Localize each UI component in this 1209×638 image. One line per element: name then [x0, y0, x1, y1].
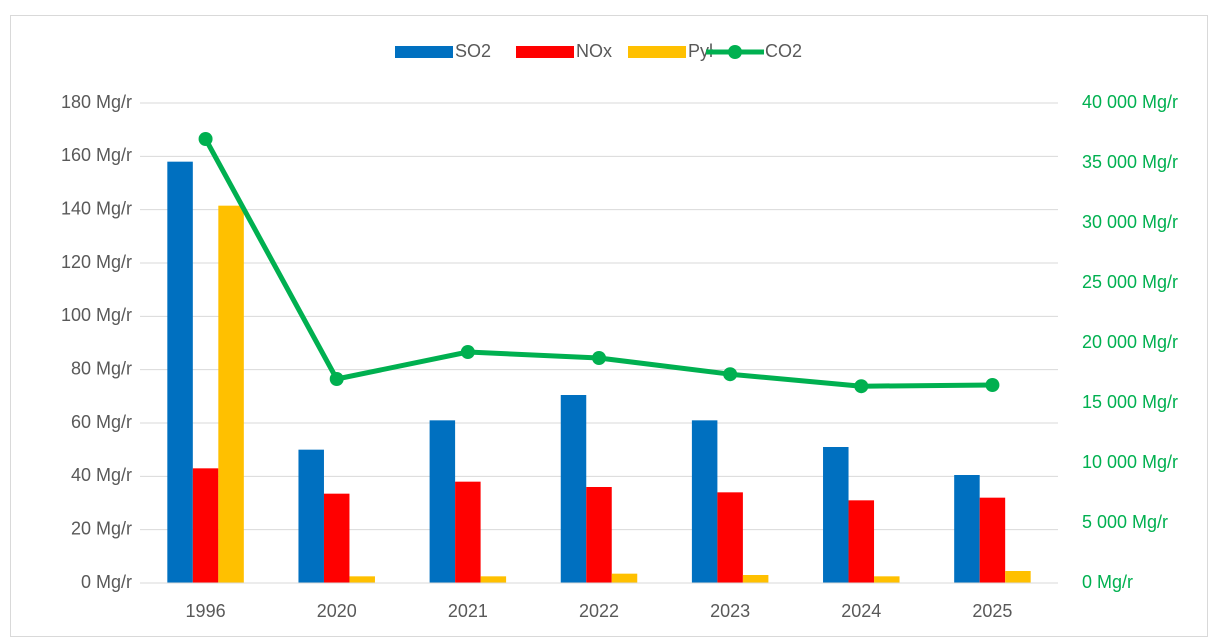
bar — [954, 475, 980, 583]
x-tick-label: 1996 — [186, 601, 226, 621]
legend-label: CO2 — [765, 41, 802, 61]
bar — [560, 395, 587, 583]
line-marker — [854, 379, 869, 394]
bar — [586, 487, 612, 583]
line-marker — [723, 367, 738, 382]
legend-swatch — [728, 45, 742, 59]
y2-tick-label: 0 Mg/r — [1082, 572, 1133, 592]
x-tick-label: 2023 — [710, 601, 750, 621]
bar — [429, 420, 456, 583]
y2-tick-label: 5 000 Mg/r — [1082, 512, 1168, 532]
bar — [742, 575, 769, 583]
bar — [218, 205, 244, 583]
x-tick-label: 2025 — [972, 601, 1012, 621]
legend-label: NOx — [576, 41, 612, 61]
bar — [691, 420, 718, 583]
y-tick-label: 80 Mg/r — [71, 358, 132, 378]
bar — [298, 449, 324, 583]
line-marker — [592, 351, 606, 365]
x-tick-label: 2022 — [579, 601, 619, 621]
legend-swatch — [395, 46, 453, 58]
bar — [979, 497, 1006, 583]
y2-tick-label: 20 000 Mg/r — [1082, 332, 1178, 352]
y-tick-label: 160 Mg/r — [61, 145, 132, 165]
bar — [717, 492, 743, 583]
y-tick-label: 0 Mg/r — [81, 572, 132, 592]
y-tick-label: 120 Mg/r — [61, 252, 132, 272]
bar — [611, 573, 638, 583]
bar — [192, 468, 219, 583]
bar — [480, 576, 507, 583]
y-tick-label: 60 Mg/r — [71, 412, 132, 432]
bar — [349, 576, 375, 583]
line-marker — [460, 345, 475, 359]
x-tick-label: 2020 — [317, 601, 357, 621]
legend-swatch — [516, 46, 574, 58]
y2-tick-label: 30 000 Mg/r — [1082, 212, 1178, 232]
y-tick-label: 140 Mg/r — [61, 198, 132, 218]
x-tick-label: 2021 — [448, 601, 488, 621]
bar — [848, 500, 875, 583]
legend-swatch — [628, 46, 686, 58]
x-tick-label: 2024 — [841, 601, 881, 621]
legend-label: SO2 — [455, 41, 491, 61]
y2-tick-label: 35 000 Mg/r — [1082, 152, 1178, 172]
y-tick-label: 20 Mg/r — [71, 518, 132, 538]
bar — [823, 447, 849, 583]
y2-tick-label: 10 000 Mg/r — [1082, 452, 1178, 472]
line-marker — [329, 372, 344, 386]
bar — [455, 481, 481, 583]
legend-label: Pył — [688, 41, 713, 61]
bar — [874, 576, 900, 583]
line-marker — [985, 378, 1000, 392]
y-tick-label: 100 Mg/r — [61, 305, 132, 325]
bar — [167, 161, 193, 583]
line-marker — [198, 132, 213, 146]
y2-tick-label: 15 000 Mg/r — [1082, 392, 1178, 412]
bar — [323, 493, 350, 583]
y2-tick-label: 25 000 Mg/r — [1082, 272, 1178, 292]
y2-tick-label: 40 000 Mg/r — [1082, 92, 1178, 112]
y-tick-label: 40 Mg/r — [71, 465, 132, 485]
y-tick-label: 180 Mg/r — [61, 92, 132, 112]
bar — [1005, 571, 1031, 583]
